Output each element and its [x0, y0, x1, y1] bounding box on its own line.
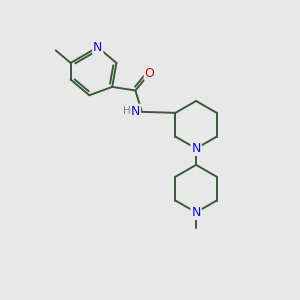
Text: H: H — [123, 106, 131, 116]
Text: N: N — [131, 105, 140, 118]
Text: N: N — [191, 142, 201, 155]
Text: N: N — [93, 41, 102, 54]
Text: N: N — [191, 206, 201, 219]
Text: O: O — [145, 67, 154, 80]
